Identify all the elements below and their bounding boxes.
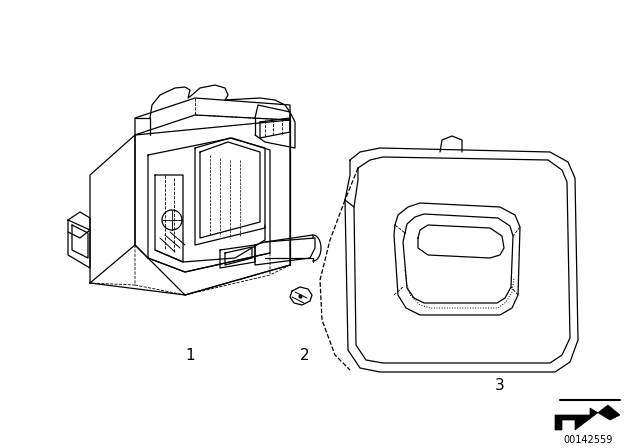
Text: 2: 2 bbox=[300, 348, 310, 362]
Polygon shape bbox=[555, 405, 620, 430]
Text: 1: 1 bbox=[185, 348, 195, 362]
Text: 00142559: 00142559 bbox=[563, 435, 612, 445]
Text: 3: 3 bbox=[495, 378, 505, 392]
